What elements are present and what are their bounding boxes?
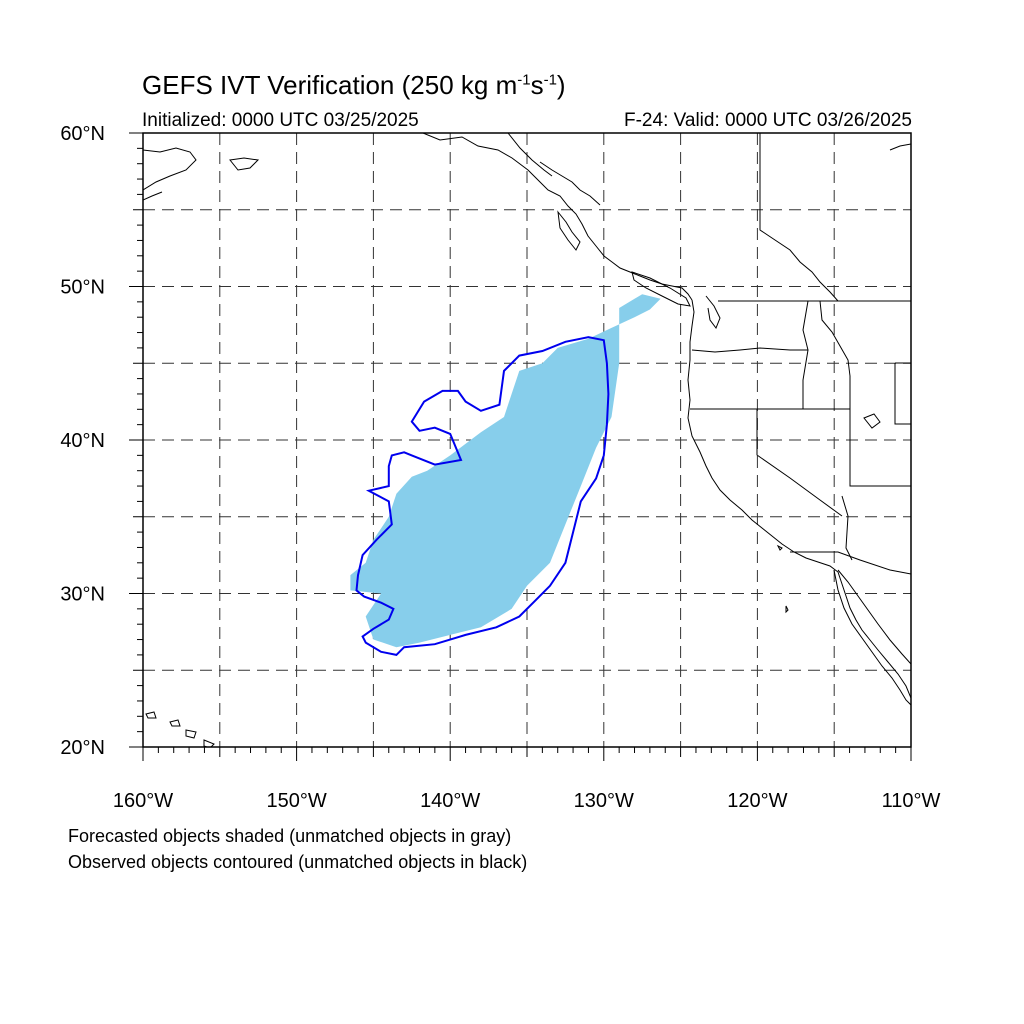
coastline-baja [833, 569, 911, 706]
lon-label: 110°W [882, 790, 941, 812]
gulf-of-california [837, 569, 911, 665]
chart-title: GEFS IVT Verification (250 kg m-1s-1) [142, 72, 566, 98]
title-main: GEFS IVT Verification (250 kg m [142, 70, 518, 100]
legend-forecast: Forecasted objects shaded (unmatched obj… [68, 826, 512, 846]
island-vancouver [631, 271, 691, 307]
title-close: ) [556, 70, 566, 100]
lat-label: 30°N [60, 584, 105, 606]
subtitle-valid: F-24: Valid: 0000 UTC 03/26/2025 [624, 110, 912, 131]
coastlines [143, 133, 911, 747]
island-hawaii-3 [185, 729, 197, 739]
border-id-mt [819, 300, 851, 409]
coastline-alaska-west-2 [143, 191, 163, 201]
observed-object-contour [355, 336, 610, 656]
border-ca-nv [756, 409, 843, 517]
title-mid: s [530, 70, 544, 100]
island-channel [776, 544, 783, 551]
border-id-west [802, 300, 809, 409]
island-alaska-west [229, 157, 260, 171]
title-sup2: -1 [543, 71, 557, 89]
lon-label: 150°W [266, 790, 326, 812]
legend-observed: Observed objects contoured (unmatched ob… [68, 852, 528, 872]
lat-label: 50°N [60, 277, 105, 299]
island-haida [557, 210, 581, 251]
axis-ticks [129, 132, 912, 761]
coastline-alaska-bc [422, 133, 693, 301]
border-bc-alberta [759, 133, 839, 302]
subtitle-initialized: Initialized: 0000 UTC 03/25/2025 [142, 110, 419, 131]
coastline-us-west [687, 299, 911, 699]
border-ut-co [894, 362, 911, 425]
axis-labels: 60°N 50°N 40°N 30°N 20°N 160°W 150°W 140°W 130°W… [60, 123, 940, 812]
lat-label: 60°N [60, 123, 105, 145]
island-hawaii-4 [203, 739, 215, 747]
border-wa-or [691, 347, 808, 353]
lake-tahoe [863, 413, 881, 429]
island-guadalupe [785, 605, 789, 614]
lat-label: 40°N [60, 430, 105, 452]
lat-label: 20°N [60, 737, 105, 759]
objects-layer [350, 294, 661, 656]
lon-label: 120°W [727, 790, 787, 812]
coastline-alaska-inner [539, 161, 601, 206]
lon-label: 160°W [113, 790, 173, 812]
lon-label: 140°W [420, 790, 480, 812]
border-ca-mexico [790, 551, 911, 575]
coastline-alaska-west [143, 147, 197, 191]
island-hawaii-2 [169, 719, 181, 727]
border-alaska-canada [507, 133, 553, 177]
forecast-object [350, 294, 661, 648]
island-hawaii-1 [145, 711, 157, 719]
lon-label: 130°W [574, 790, 634, 812]
puget-sound [705, 295, 721, 330]
coastline-ne-corner [889, 143, 911, 151]
border-nv-ut [849, 409, 911, 487]
border-az [841, 495, 853, 561]
title-sup1: -1 [517, 71, 531, 89]
